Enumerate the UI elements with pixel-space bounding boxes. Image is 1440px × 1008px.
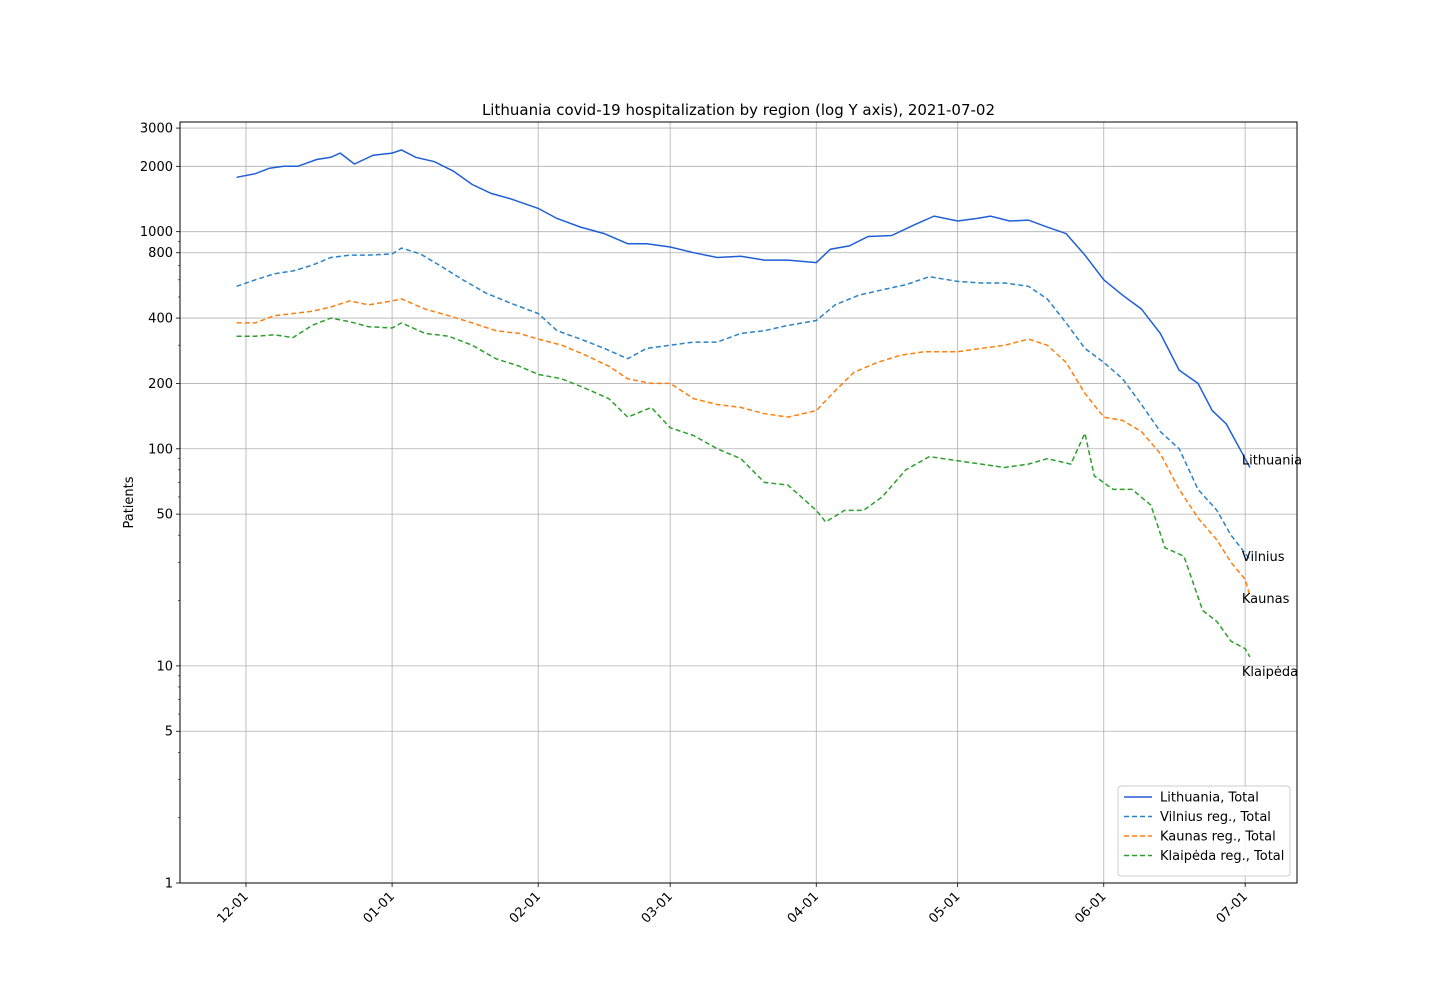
y-tick-label: 100 <box>148 442 173 457</box>
legend-label: Lithuania, Total <box>1160 791 1259 806</box>
series-layer <box>236 149 1251 658</box>
y-tick-label: 200 <box>148 377 173 392</box>
y-tick-label: 800 <box>148 246 173 261</box>
series-line-vilnius <box>236 247 1251 560</box>
legend-label: Klaipėda reg., Total <box>1160 849 1284 864</box>
series-line-kaunas <box>236 298 1251 597</box>
y-axis-label: Patients <box>122 476 137 528</box>
end-label-vilnius: Vilnius <box>1242 550 1285 565</box>
legend-label: Kaunas reg., Total <box>1160 830 1276 845</box>
y-tick-label: 3000 <box>140 122 173 137</box>
y-tick-label: 10 <box>156 659 173 674</box>
series-line-klaipėda <box>236 317 1251 658</box>
series-line-lithuania <box>236 149 1251 468</box>
plot-frame <box>179 121 1298 884</box>
y-tick-label: 5 <box>165 725 173 740</box>
y-tick-label: 1000 <box>140 225 173 240</box>
end-label-kaunas: Kaunas <box>1242 592 1290 607</box>
legend[interactable]: Lithuania, Total Vilnius reg., Total Kauna… <box>1117 785 1291 877</box>
tick-layer <box>176 127 1246 887</box>
legend-label: Vilnius reg., Total <box>1160 810 1271 825</box>
y-tick-label: 50 <box>156 508 173 523</box>
chart-title: Lithuania covid-19 hospitalization by re… <box>482 101 995 119</box>
y-tick-label: 2000 <box>140 160 173 175</box>
y-tick-label: 400 <box>148 312 173 327</box>
end-label-lithuania: Lithuania <box>1242 453 1302 468</box>
y-tick-label: 1 <box>165 877 173 892</box>
legend-box <box>1117 785 1291 877</box>
end-label-klaipėda: Klaipėda <box>1242 665 1298 680</box>
grid-layer <box>180 122 1297 884</box>
